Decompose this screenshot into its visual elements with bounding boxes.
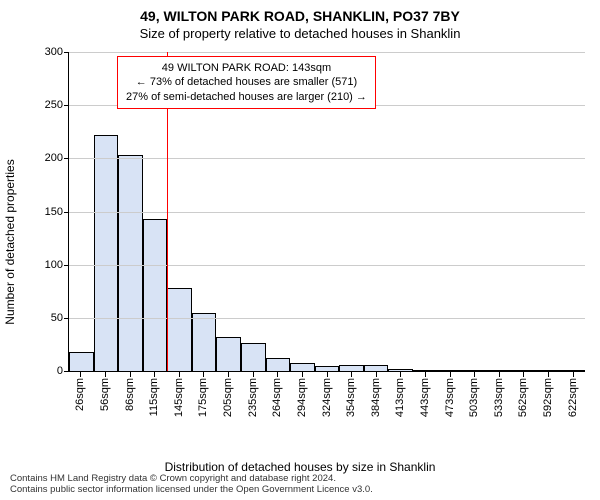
annotation-box: 49 WILTON PARK ROAD: 143sqm← 73% of deta… — [117, 56, 376, 109]
bar — [266, 358, 291, 371]
x-tick-label: 115sqm — [148, 378, 160, 416]
x-tick-label: 622sqm — [567, 378, 579, 417]
bar — [143, 219, 168, 371]
bar — [315, 366, 340, 371]
y-axis-label: Number of detached properties — [3, 159, 17, 324]
x-tick-label: 592sqm — [542, 378, 554, 417]
x-tick-label: 86sqm — [124, 378, 136, 411]
x-tick-mark — [80, 372, 81, 377]
x-tick-label: 503sqm — [468, 378, 480, 417]
x-tick-label: 294sqm — [296, 378, 308, 417]
x-tick-label: 264sqm — [271, 378, 283, 417]
y-tick-label: 300 — [45, 46, 69, 58]
x-tick-mark — [548, 372, 549, 377]
x-tick-mark — [474, 372, 475, 377]
x-tick-label: 443sqm — [419, 378, 431, 417]
bar — [118, 155, 143, 371]
x-tick-mark — [573, 372, 574, 377]
x-tick-label: 384sqm — [370, 378, 382, 417]
x-tick-mark — [203, 372, 204, 377]
x-tick-mark — [179, 372, 180, 377]
bar — [216, 337, 241, 371]
bar — [69, 352, 94, 371]
x-tick-mark — [154, 372, 155, 377]
y-tick-label: 250 — [45, 99, 69, 111]
x-tick-mark — [253, 372, 254, 377]
bar — [94, 135, 119, 371]
bar — [438, 370, 463, 371]
bar — [192, 313, 217, 371]
bar — [364, 365, 389, 371]
x-tick-label: 145sqm — [173, 378, 185, 417]
bar — [536, 370, 561, 371]
x-tick-mark — [105, 372, 106, 377]
x-tick-mark — [376, 372, 377, 377]
bar — [241, 343, 266, 371]
x-tick-mark — [228, 372, 229, 377]
bar — [339, 365, 364, 371]
plot-area: 49 WILTON PARK ROAD: 143sqm← 73% of deta… — [68, 52, 585, 372]
x-tick-mark — [400, 372, 401, 377]
x-tick-label: 354sqm — [345, 378, 357, 417]
y-tick-label: 50 — [51, 312, 69, 324]
annotation-line: 27% of semi-detached houses are larger (… — [126, 90, 367, 104]
x-tick-mark — [425, 372, 426, 377]
y-tick-label: 200 — [45, 152, 69, 164]
x-tick-label: 26sqm — [74, 378, 86, 411]
bar — [167, 288, 192, 371]
x-tick-mark — [130, 372, 131, 377]
y-tick-label: 150 — [45, 206, 69, 218]
chart-container: 49, WILTON PARK ROAD, SHANKLIN, PO37 7BY… — [0, 0, 600, 500]
bar — [462, 370, 487, 371]
annotation-line: 49 WILTON PARK ROAD: 143sqm — [126, 61, 367, 75]
x-tick-label: 56sqm — [99, 378, 111, 411]
bar — [413, 370, 438, 371]
x-tick-label: 533sqm — [493, 378, 505, 417]
bar — [290, 363, 315, 372]
x-tick-label: 205sqm — [222, 378, 234, 417]
chart-area: Number of detached properties 49 WILTON … — [38, 52, 590, 432]
x-tick-mark — [450, 372, 451, 377]
bar — [487, 370, 512, 371]
bar — [511, 370, 536, 371]
x-axis-label: Distribution of detached houses by size … — [0, 460, 600, 474]
bar — [388, 369, 413, 371]
x-tick-label: 235sqm — [247, 378, 259, 417]
gridline — [69, 265, 585, 266]
x-tick-mark — [302, 372, 303, 377]
x-ticks-group: 26sqm 56sqm 86sqm 115sqm 145sqm 175sqm 205sqm 2… — [68, 372, 585, 432]
footer-attribution: Contains HM Land Registry data © Crown c… — [10, 474, 373, 496]
bar — [560, 370, 585, 371]
x-tick-label: 413sqm — [394, 378, 406, 417]
x-tick-label: 562sqm — [517, 378, 529, 417]
x-tick-label: 175sqm — [197, 378, 209, 417]
x-tick-label: 473sqm — [444, 378, 456, 417]
x-tick-mark — [351, 372, 352, 377]
x-tick-mark — [277, 372, 278, 377]
gridline — [69, 212, 585, 213]
footer-line-2: Contains public sector information licen… — [10, 485, 373, 496]
gridline — [69, 158, 585, 159]
x-tick-mark — [523, 372, 524, 377]
chart-title: 49, WILTON PARK ROAD, SHANKLIN, PO37 7BY — [0, 0, 600, 24]
x-tick-mark — [327, 372, 328, 377]
gridline — [69, 52, 585, 53]
annotation-line: ← 73% of detached houses are smaller (57… — [126, 75, 367, 89]
x-tick-mark — [499, 372, 500, 377]
x-tick-label: 324sqm — [321, 378, 333, 417]
y-tick-label: 100 — [45, 259, 69, 271]
chart-subtitle: Size of property relative to detached ho… — [0, 24, 600, 41]
gridline — [69, 318, 585, 319]
